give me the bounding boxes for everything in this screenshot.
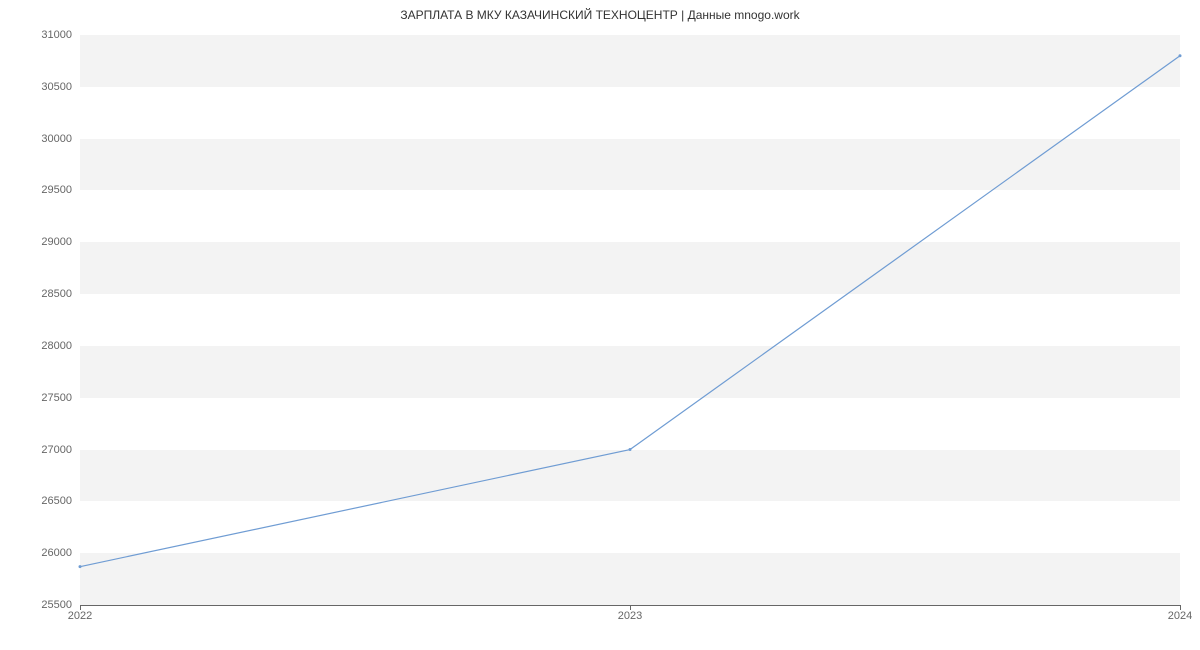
y-tick-label: 28000 — [12, 340, 72, 352]
data-point — [1179, 54, 1182, 57]
data-point — [629, 448, 632, 451]
y-tick-label: 25500 — [12, 599, 72, 611]
y-tick-label: 30500 — [12, 81, 72, 93]
y-tick-label: 31000 — [12, 29, 72, 41]
plot-area — [80, 35, 1180, 606]
y-tick-label: 26500 — [12, 495, 72, 507]
y-tick-label: 29000 — [12, 236, 72, 248]
line-svg — [80, 35, 1180, 605]
y-tick-label: 26000 — [12, 547, 72, 559]
chart-title: ЗАРПЛАТА В МКУ КАЗАЧИНСКИЙ ТЕХНОЦЕНТР | … — [0, 8, 1200, 22]
series-line — [80, 56, 1180, 567]
x-tick-label: 2023 — [618, 610, 642, 622]
y-tick-label: 30000 — [12, 133, 72, 145]
x-tick-label: 2022 — [68, 610, 92, 622]
y-tick-label: 28500 — [12, 288, 72, 300]
data-point — [79, 565, 82, 568]
y-tick-label: 27500 — [12, 392, 72, 404]
x-tick-label: 2024 — [1168, 610, 1192, 622]
y-tick-label: 27000 — [12, 444, 72, 456]
chart-container: ЗАРПЛАТА В МКУ КАЗАЧИНСКИЙ ТЕХНОЦЕНТР | … — [0, 0, 1200, 650]
y-tick-label: 29500 — [12, 184, 72, 196]
